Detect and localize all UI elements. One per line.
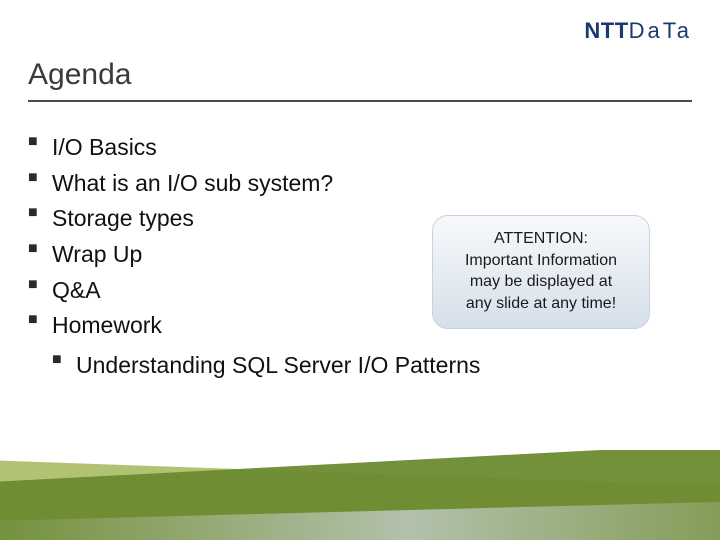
list-item: I/O Basics <box>28 130 692 166</box>
bottom-decoration <box>0 450 720 540</box>
logo: NTTDaTa <box>584 18 692 44</box>
list-item: What is an I/O sub system? <box>28 166 692 202</box>
callout-line: any slide at any time! <box>447 293 635 315</box>
slide: NTTDaTa Agenda I/O Basics What is an I/O… <box>0 0 720 540</box>
callout-line: may be displayed at <box>447 271 635 293</box>
page-title: Agenda <box>28 58 131 92</box>
attention-callout: ATTENTION: Important Information may be … <box>432 215 650 329</box>
sub-bullet-list: Understanding SQL Server I/O Patterns <box>28 348 692 384</box>
callout-line: ATTENTION: <box>447 228 635 250</box>
list-item: Understanding SQL Server I/O Patterns <box>28 348 692 384</box>
title-divider <box>28 100 692 102</box>
callout-line: Important Information <box>447 250 635 272</box>
logo-thin: DaTa <box>629 18 692 43</box>
logo-bold: NTT <box>584 18 628 43</box>
